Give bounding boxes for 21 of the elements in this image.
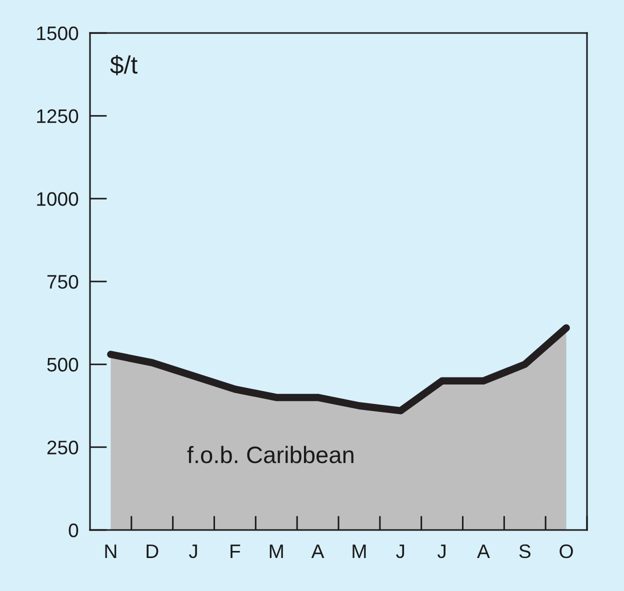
- x-tick-label: N: [105, 544, 116, 558]
- x-tick-label: J: [396, 544, 404, 558]
- x-tick-label: J: [188, 544, 197, 558]
- y-tick-label: 750: [47, 274, 78, 289]
- x-tick-label: O: [560, 544, 573, 558]
- y-tick-label: 1250: [37, 109, 78, 124]
- y-tick-label: 500: [47, 358, 78, 372]
- x-tick-label: M: [270, 544, 283, 558]
- x-tick-label: S: [519, 544, 530, 558]
- y-axis-title: $/t: [110, 54, 138, 76]
- y-tick-label: 1000: [37, 192, 78, 206]
- x-tick-label: A: [477, 544, 490, 558]
- x-tick-label: J: [437, 544, 446, 558]
- y-tick-label: 0: [68, 523, 78, 538]
- y-tick-label: 1500: [37, 26, 78, 40]
- x-tick-label: A: [311, 544, 324, 558]
- x-tick-label: D: [146, 544, 158, 558]
- series-label: f.o.b. Caribbean: [187, 446, 354, 464]
- y-tick-label: 250: [47, 440, 78, 454]
- x-tick-label: M: [352, 544, 366, 558]
- x-tick-label: F: [230, 544, 240, 558]
